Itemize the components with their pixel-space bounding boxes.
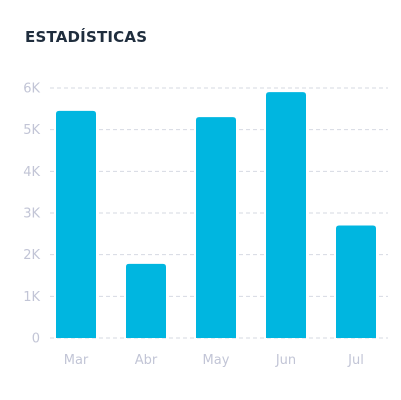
y-tick-label: 0 [32,332,40,347]
y-tick-label: 6K [23,82,40,97]
card-title: ESTADÍSTICAS [25,28,148,46]
x-tick-label: Abr [135,353,158,368]
x-tick-label: Mar [64,353,89,368]
bar-jun [266,92,306,339]
bar-jul [336,225,376,338]
y-tick-label: 1K [23,290,40,305]
bar-may [196,117,236,339]
y-tick-label: 5K [23,123,40,138]
bar-mar [56,110,96,339]
x-axis-ticks: Mar Abr May Jun Jul [64,353,364,368]
y-axis-ticks: 0 1K 2K 3K 4K 5K 6K [23,82,40,347]
bars [56,92,376,339]
y-tick-label: 3K [23,207,40,222]
bar-abr [126,263,166,338]
x-tick-label: Jul [347,353,364,368]
x-tick-label: May [203,353,230,368]
y-tick-label: 4K [23,165,40,180]
y-tick-label: 2K [23,248,40,263]
x-tick-label: Jun [275,353,296,368]
